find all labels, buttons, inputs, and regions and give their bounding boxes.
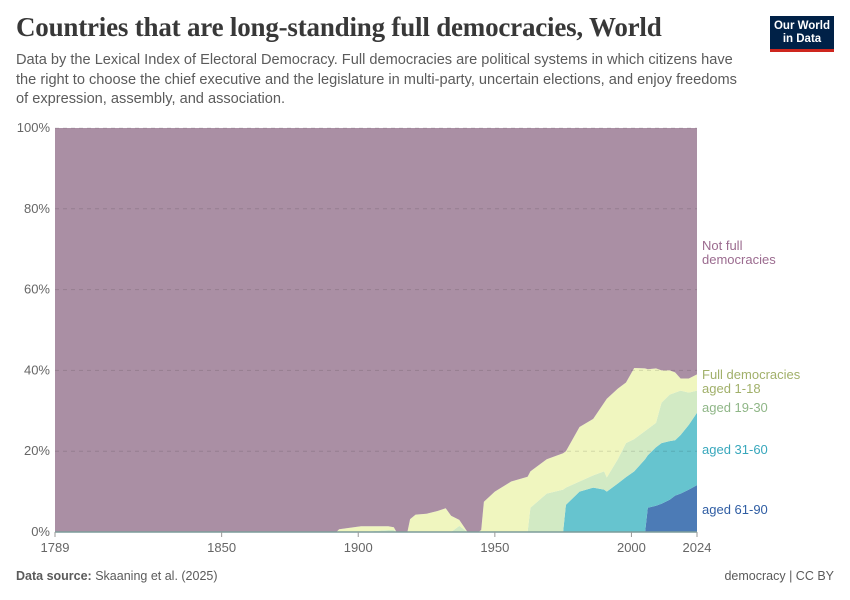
license-link[interactable]: democracy | CC BY	[724, 569, 834, 583]
chart-title: Countries that are long-standing full de…	[16, 12, 662, 42]
label-aged-61-90: aged 61-90	[702, 502, 768, 517]
data-source: Data source: Skaaning et al. (2025)	[16, 569, 218, 583]
label-aged-19-30: aged 19-30	[702, 400, 768, 415]
data-source-link[interactable]: Skaaning et al. (2025)	[95, 569, 218, 583]
owid-logo[interactable]: Our World in Data	[770, 16, 834, 52]
label-not-full-2: democracies	[702, 252, 776, 267]
x-tick-label: 1850	[207, 540, 236, 555]
x-tick-label: 1789	[41, 540, 70, 555]
area-aged-31-60	[55, 412, 697, 532]
x-tick-label: 1900	[344, 540, 373, 555]
chart-subtitle: Data by the Lexical Index of Electoral D…	[16, 52, 737, 107]
area-not-full-democracies	[55, 128, 697, 532]
label-not-full-1: Not full	[702, 238, 743, 253]
y-tick-label: 0%	[31, 524, 50, 539]
x-tick-label: 1950	[480, 540, 509, 555]
area-aged-1-18	[55, 368, 697, 532]
label-aged-1-18: aged 1-18	[702, 381, 761, 396]
x-tick-label: 2024	[683, 540, 712, 555]
x-tick-label: 2000	[617, 540, 646, 555]
data-source-label: Data source:	[16, 569, 92, 583]
label-aged-31-60: aged 31-60	[702, 442, 768, 457]
y-tick-label: 80%	[24, 201, 50, 216]
y-tick-label: 100%	[17, 120, 51, 135]
label-full-democracies: Full democracies	[702, 367, 801, 382]
y-tick-label: 20%	[24, 443, 50, 458]
y-tick-label: 60%	[24, 282, 50, 297]
y-tick-label: 40%	[24, 362, 50, 377]
